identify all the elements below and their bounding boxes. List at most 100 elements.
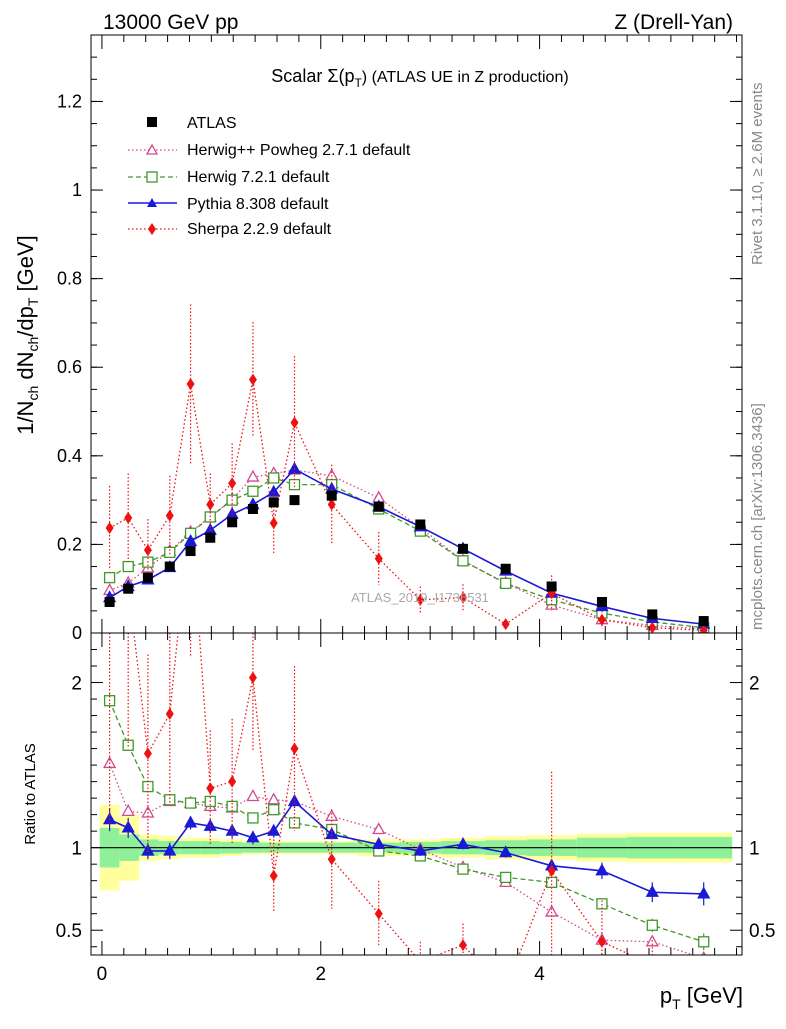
series-point (164, 546, 176, 559)
ratio-point (121, 803, 135, 816)
series-point (287, 461, 302, 474)
atlas-point (268, 497, 279, 508)
main-axes: 0 0.2 0.4 0.6 0.8 1 1.2 (57, 34, 742, 643)
series-line (109, 469, 704, 630)
legend-entry-pythia: Pythia 8.308 default (128, 196, 329, 213)
series-point (597, 613, 606, 626)
ratio-point (457, 863, 469, 875)
main-y-tick-label: 1.2 (57, 91, 82, 111)
atlas-point (415, 519, 426, 530)
main-y-tick-label: 0.8 (57, 269, 82, 289)
xlabel-post: [GeV] (681, 983, 743, 1008)
legend-label-herwigpp: Herwig++ Powheg 2.7.1 default (187, 142, 411, 159)
legend-label-atlas: ATLAS (187, 115, 237, 132)
legend-marker-herwigpp (145, 143, 159, 155)
series-point (186, 378, 195, 391)
series-point (269, 517, 278, 530)
ratio-point (165, 707, 174, 720)
atlas-point (123, 583, 134, 594)
atlas-point (142, 572, 153, 583)
ylabel-c: /dp (13, 306, 38, 337)
atlas-point (373, 501, 384, 512)
main-y-tick-label: 0.2 (57, 534, 82, 554)
ratio-series-2 (103, 794, 711, 906)
x-axis-label: pT [GeV] (660, 983, 743, 1012)
atlas-point (647, 609, 658, 620)
ratio-point (246, 830, 260, 843)
ratio-point (164, 794, 176, 806)
ratio-point (290, 742, 299, 755)
legend-label-herwig7: Herwig 7.2.1 default (187, 169, 330, 186)
atlas-point (596, 596, 607, 607)
header-left: 13000 GeV pp (103, 11, 238, 34)
series-point (122, 560, 134, 573)
watermark: ATLAS_2019_I1736531 (351, 590, 489, 605)
ratio-point (269, 869, 278, 882)
ratio-y-label: Ratio to ATLAS (22, 743, 39, 844)
series-3 (105, 304, 708, 633)
ratio-point (596, 898, 608, 910)
legend-label-sherpa: Sherpa 2.2.9 default (187, 221, 332, 238)
ratio-y-tick-label: 0.5 (56, 921, 82, 942)
x-tick-label: 0 (97, 964, 108, 985)
ratio-point (698, 936, 710, 948)
ratio-series-line (133, 633, 633, 955)
ratio-point (456, 837, 470, 850)
ylabel-c-sub: T (25, 297, 41, 306)
ratio-point (413, 843, 427, 856)
ratio-y-tick-label-right: 1 (749, 839, 760, 860)
legend-entry-atlas: ATLAS (147, 115, 237, 132)
ratio-point (595, 863, 609, 876)
title-post: ) (ATLAS UE in Z production) (362, 69, 569, 86)
ratio-point (499, 845, 513, 858)
series-point (325, 468, 339, 481)
main-y-tick-label: 0.6 (57, 357, 82, 377)
ratio-point (597, 935, 606, 948)
xlabel-p: p (660, 983, 672, 1008)
main-panel: 0 0.2 0.4 0.6 0.8 1 1.2 ATLAS_2019_I1736531 Sc… (13, 34, 743, 643)
atlas-point (185, 546, 196, 557)
ratio-point (163, 843, 177, 856)
ratio-point (646, 919, 658, 931)
series-point (103, 571, 116, 584)
series-line (109, 477, 704, 629)
ratio-point (141, 843, 155, 856)
ratio-point (121, 820, 135, 833)
ratio-panel: 0.5 0.5 1 1 2 2 0 2 4 Ratio to ATLAS (22, 632, 775, 996)
ratio-series-1 (103, 694, 710, 951)
ratio-series-line (109, 700, 704, 943)
legend-marker-atlas (147, 117, 157, 127)
ylabel-b-sub: ch (25, 337, 41, 352)
series-point (290, 416, 299, 429)
main-y-tick-label: 0.4 (57, 446, 82, 466)
ratio-point (246, 789, 260, 802)
series-point (459, 591, 467, 604)
legend-label-pythia: Pythia 8.308 default (187, 196, 329, 213)
ratio-point (648, 959, 656, 971)
ratio-point (206, 782, 215, 795)
ratio-point (268, 804, 280, 816)
main-plot-area (103, 304, 711, 633)
ratio-point (500, 871, 512, 884)
ratio-point (267, 792, 281, 805)
legend-entry-herwigpp: Herwig++ Powheg 2.7.1 default (128, 142, 411, 159)
atlas-point (289, 495, 300, 506)
atlas-point (326, 490, 337, 501)
y-axis-label: 1/Nch dNch/dpT [GeV] (13, 235, 41, 435)
series-point (247, 485, 259, 497)
series-point (165, 509, 174, 522)
x-tick-label: 2 (315, 964, 326, 985)
series-point (457, 555, 469, 567)
ratio-point (416, 956, 424, 968)
atlas-point (458, 543, 468, 554)
series-point (699, 624, 708, 633)
ratio-point (184, 797, 197, 809)
chart-title: Scalar Σ(pT) (ATLAS UE in Z production) (271, 66, 568, 90)
ratio-point (502, 984, 510, 996)
series-point (648, 621, 657, 633)
atlas-data (104, 490, 709, 627)
ylabel-a-sub: ch (25, 386, 41, 401)
main-y-tick-label: 0 (72, 623, 82, 643)
ratio-point (327, 853, 336, 866)
